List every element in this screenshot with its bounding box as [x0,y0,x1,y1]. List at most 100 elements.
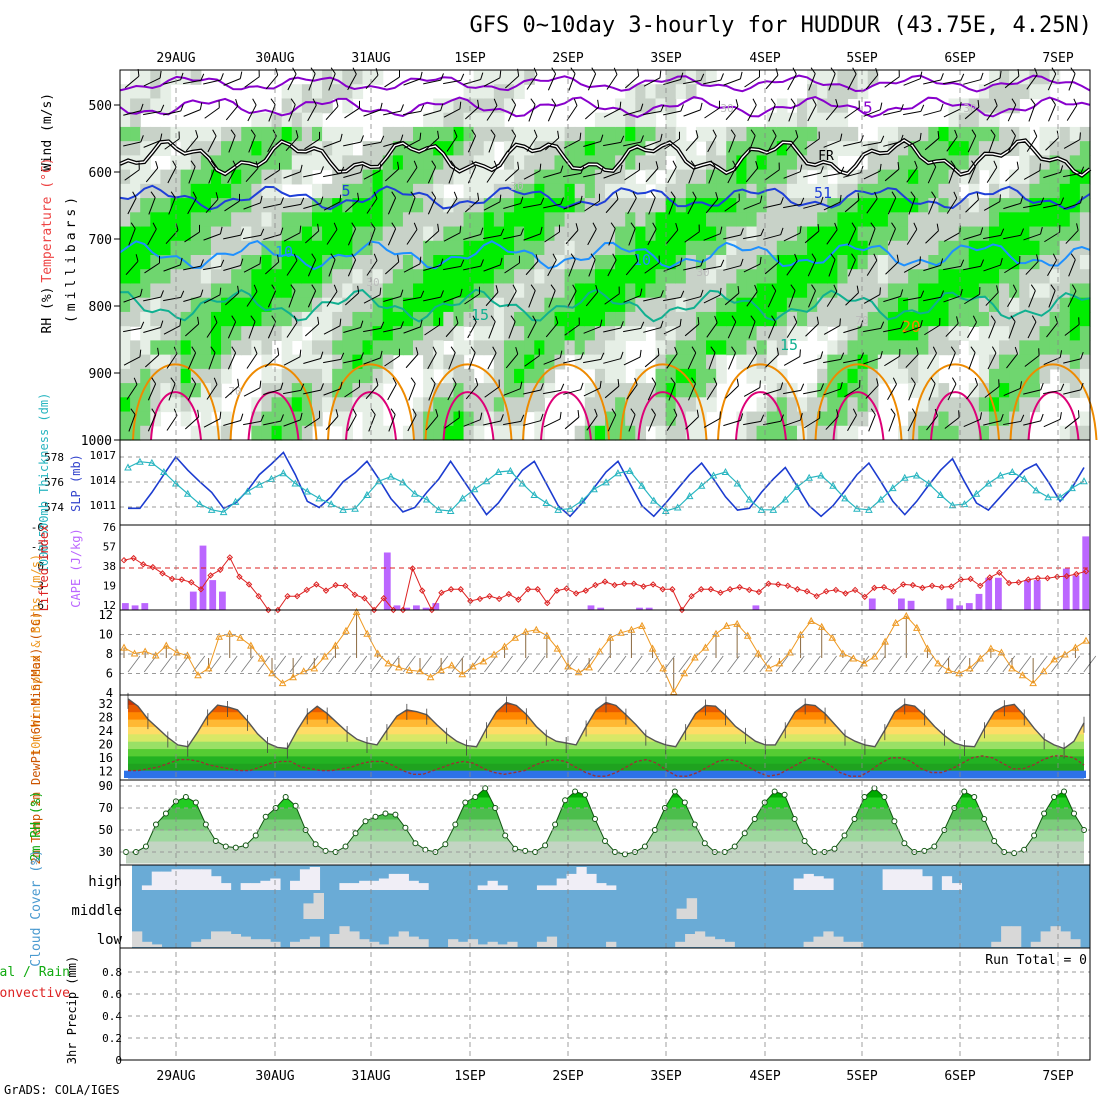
rh-cell [574,269,586,285]
rh-cell [514,70,525,85]
rh-cell [251,340,263,356]
rh-cell [372,340,384,356]
wind-barb [845,285,859,306]
barb-shaft [185,323,199,337]
barb-shaft [523,233,541,241]
rh-cell [473,240,485,256]
rh2m-marker [352,830,359,837]
barb-shaft [123,110,141,116]
rh-cell [918,155,929,171]
wind-barb [283,349,302,366]
rh-cell [291,411,303,427]
wind-barb [123,103,144,116]
rh-cell [766,283,778,299]
cloud-cell [171,869,182,890]
barb-shaft [947,383,957,401]
rh-cell [827,383,838,398]
rh-cell [1039,141,1051,156]
barb-shaft [427,197,437,215]
rh-cell [433,155,444,171]
rh-cell [766,340,778,356]
rh-cell [706,183,717,199]
rh-cell [271,240,283,256]
rh2m-marker [162,810,169,817]
rh-cell [291,84,303,100]
rh2m-marker [881,794,888,800]
lifted-index-marker [515,596,522,603]
rh-tick-label: 70 [99,801,113,815]
rh-cell [120,283,131,299]
rh-cell [402,240,414,256]
barb-feather [455,316,459,324]
barb-feather [713,377,718,385]
rh-cell [372,70,384,85]
barb-shaft [283,356,301,366]
rh-cell [918,411,929,427]
rh-cell [635,269,647,285]
wind-barb [343,165,364,178]
rh-cell [645,141,657,156]
barb-feather [200,73,205,81]
rh-cell [261,198,273,213]
rh-cell [372,226,384,242]
rh-cell [918,425,929,441]
cloud-cell [686,898,698,919]
barb-shaft [848,259,856,277]
rh-cell [120,212,131,228]
barb-shaft [243,234,261,240]
barb-feather [770,98,776,105]
rh-cell [968,226,980,242]
rh-cell [1009,340,1020,356]
rh-cell [625,126,636,142]
barb-feather [780,227,784,235]
temp-band [128,763,1084,772]
rh-cell [827,411,838,427]
barb-shaft [368,414,376,432]
rh-cell [958,112,970,128]
rh-cell [493,425,505,441]
wind-barb [643,320,664,333]
wind-barb [387,222,397,246]
rh-cell [372,212,384,228]
date-label-bottom: 5SEP [846,1069,877,1084]
barb-shaft [906,167,918,183]
lifted-index-marker [1044,574,1051,582]
wind-barb [587,67,597,91]
wind10m-marker [722,621,731,629]
rh-cell [120,297,131,313]
lifted-index-marker [563,585,570,592]
rh-cell [311,397,323,413]
rh-cell [988,183,1000,199]
barb-feather [252,98,257,106]
rh-cell [574,255,586,270]
barb-feather [680,290,685,298]
rh-cell [221,198,232,213]
rh-cell [160,311,172,327]
rh-cell [594,383,606,398]
wind-barb [903,104,925,116]
rh-cell [190,425,202,441]
rh-cell [332,354,343,370]
wind10m-marker [342,626,350,634]
rh-cell [261,411,273,427]
rh-cell [362,383,374,398]
rh-cell [796,155,808,171]
rh-cell [140,212,151,228]
rh-cell [584,340,596,356]
rh-cell [493,226,505,242]
date-label-top: 29AUG [156,51,195,66]
lifted-index-marker [197,586,205,593]
barb-feather [780,414,785,422]
rh-cell [372,198,384,213]
rh-cell [554,311,566,327]
wind10m-marker [786,648,794,656]
temp2m-label: 2m Temp 2m DewPt (6hr Min/Max) (°C) [29,612,43,865]
rh-cell [514,354,525,370]
rh-cell [918,340,929,356]
rh-cell [503,255,515,270]
barb-feather [530,284,536,291]
rh-cell [382,226,394,242]
barb-feather [620,135,625,143]
